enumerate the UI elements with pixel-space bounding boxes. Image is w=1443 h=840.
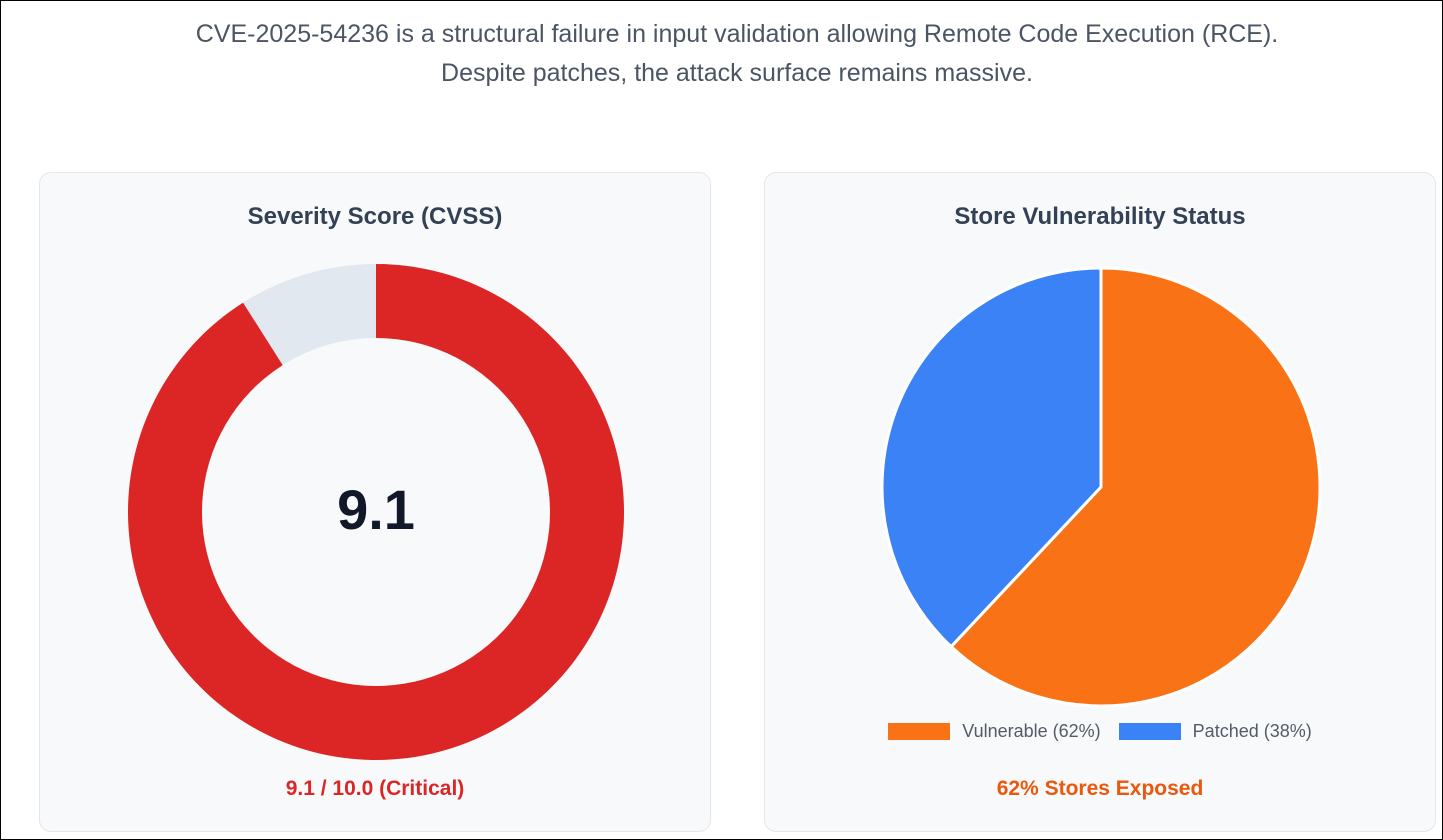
severity-footer: 9.1 / 10.0 (Critical) [285,777,465,800]
status-footer: 62% Stores Exposed [996,777,1204,800]
store-status-pie-chart [880,266,1322,708]
legend-swatch-patched [1118,723,1181,740]
severity-slice-1[interactable] [243,264,376,366]
legend-item-patched[interactable]: Patched (38%) [1118,721,1312,742]
severity-slice-0[interactable] [127,264,624,760]
severity-card-title: Severity Score (CVSS) [247,203,503,230]
severity-doughnut-chart: 9.1 [127,264,624,760]
legend-swatch-vulnerable [888,723,951,740]
status-card-title: Store Vulnerability Status [954,203,1246,230]
severity-card: Severity Score (CVSS) 9.1 9.1 / 10.0 (Cr… [39,172,711,832]
store-status-slice-0[interactable] [949,266,1322,708]
status-card: Store Vulnerability Status Vulnerable (6… [764,172,1436,832]
pie-legend: Vulnerable (62%) Patched (38%) [765,721,1435,742]
legend-item-vulnerable[interactable]: Vulnerable (62%) [888,721,1101,742]
intro-text: CVE-2025-54236 is a structural failure i… [195,20,1279,87]
severity-center-value: 9.1 [337,478,415,541]
store-status-slice-1[interactable] [880,266,1103,649]
legend-label-vulnerable: Vulnerable (62%) [962,721,1101,741]
legend-label-patched: Patched (38%) [1192,721,1312,741]
